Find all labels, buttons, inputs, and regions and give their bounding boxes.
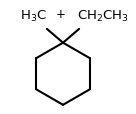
Text: +: + [56, 8, 66, 21]
Text: $\mathregular{CH_2CH_3}$: $\mathregular{CH_2CH_3}$ [77, 8, 129, 23]
Text: $\mathregular{H_3C}$: $\mathregular{H_3C}$ [20, 8, 47, 23]
